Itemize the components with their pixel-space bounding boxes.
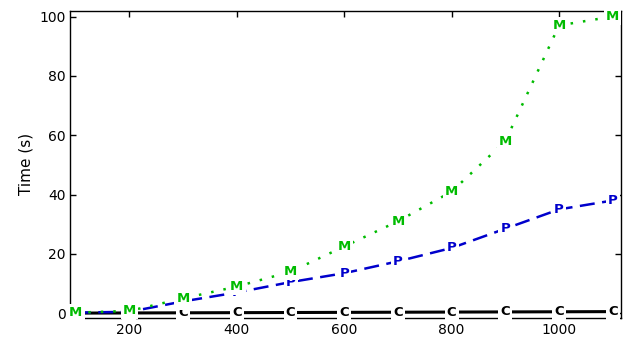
Text: M: M: [552, 19, 566, 32]
Y-axis label: Time (s): Time (s): [19, 133, 34, 195]
Text: M: M: [177, 292, 190, 305]
Text: C: C: [393, 306, 403, 319]
Text: P: P: [125, 305, 134, 318]
Text: P: P: [608, 194, 618, 207]
Text: P: P: [393, 255, 403, 268]
Text: P: P: [71, 306, 81, 319]
Text: P: P: [179, 295, 188, 308]
Text: M: M: [69, 306, 83, 319]
Text: M: M: [445, 185, 458, 198]
Text: M: M: [338, 240, 351, 253]
Text: C: C: [71, 307, 81, 319]
Text: C: C: [232, 306, 242, 319]
Text: M: M: [391, 215, 404, 228]
Text: C: C: [125, 306, 134, 319]
Text: P: P: [500, 222, 510, 235]
Text: C: C: [179, 306, 188, 319]
Text: P: P: [339, 267, 349, 280]
Text: C: C: [447, 306, 456, 318]
Text: C: C: [500, 305, 510, 318]
Text: C: C: [285, 306, 296, 319]
Text: P: P: [447, 241, 456, 255]
Text: M: M: [499, 134, 512, 148]
Text: P: P: [232, 286, 242, 299]
Text: M: M: [606, 10, 620, 23]
Text: C: C: [608, 305, 618, 318]
Text: M: M: [284, 265, 297, 278]
Text: M: M: [230, 280, 243, 293]
Text: C: C: [554, 305, 564, 318]
Text: P: P: [285, 276, 296, 289]
Text: C: C: [339, 306, 349, 319]
Text: P: P: [554, 203, 564, 216]
Text: M: M: [123, 304, 136, 317]
